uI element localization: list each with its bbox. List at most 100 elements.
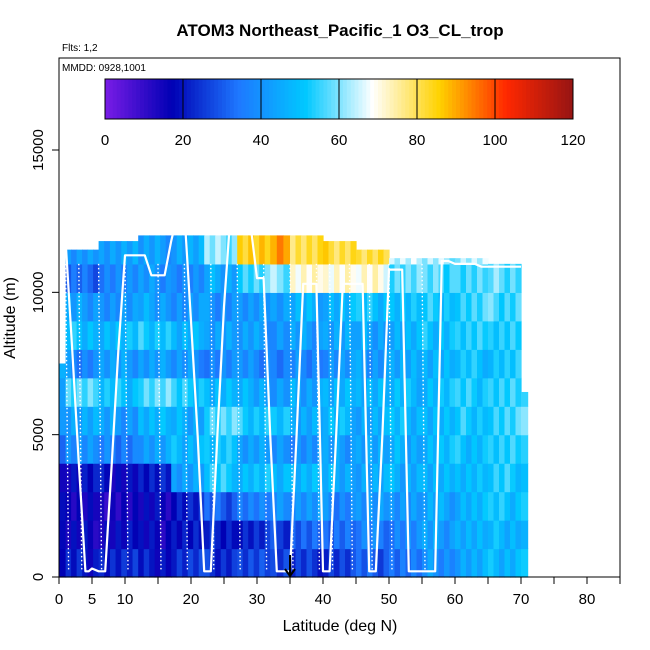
heat-cell (283, 377, 291, 407)
heat-cell (515, 349, 522, 379)
heat-cell (176, 263, 183, 293)
heat-cell (248, 548, 255, 578)
heat-cell (109, 263, 117, 293)
heat-cell (253, 377, 260, 407)
heat-cell (104, 292, 111, 322)
colorbar-swatch (452, 79, 457, 119)
heat-cell (427, 263, 434, 293)
heat-cell (149, 235, 156, 265)
heat-cell (87, 520, 94, 550)
heat-cell (121, 463, 128, 493)
colorbar-swatch (374, 79, 379, 119)
colorbar-swatch (155, 79, 161, 119)
heat-cell (471, 377, 478, 407)
heat-cell (248, 235, 255, 265)
colorbar-swatch (342, 79, 348, 119)
heat-cell (231, 520, 238, 550)
heat-cell (231, 463, 238, 493)
heat-cell (488, 320, 495, 350)
heat-cell (149, 548, 156, 578)
heat-cell (132, 349, 139, 379)
heat-cell (515, 463, 522, 493)
heat-cell (345, 520, 352, 550)
heat-cell (215, 548, 222, 578)
heat-cell (416, 377, 423, 407)
colorbar-swatch (300, 79, 305, 119)
heat-cell (149, 491, 156, 521)
heat-cell (378, 349, 385, 379)
colorbar-swatch (526, 79, 531, 119)
heat-cell (499, 320, 506, 350)
heat-cell (98, 406, 105, 436)
heat-cell (350, 434, 357, 464)
heat-cell (193, 292, 200, 322)
heat-cell (248, 377, 255, 407)
heat-cell (323, 520, 330, 550)
heat-cell (248, 349, 255, 379)
colorbar-swatch (241, 79, 246, 119)
heat-cell (367, 434, 374, 464)
colorbar-swatch (233, 79, 239, 119)
heat-cell (521, 520, 529, 550)
heat-cell (204, 463, 211, 493)
heat-cell (93, 377, 100, 407)
heat-cell (504, 434, 511, 464)
heat-cell (405, 491, 412, 521)
heat-cell (455, 320, 462, 350)
heat-cell (449, 292, 456, 322)
heat-cell (193, 235, 200, 265)
heat-cell (482, 292, 489, 322)
heat-cell (504, 377, 511, 407)
heat-cell (165, 520, 172, 550)
heat-cell (220, 235, 227, 265)
heat-cell (231, 377, 238, 407)
heat-cell (143, 520, 150, 550)
heat-cell (165, 406, 172, 436)
heat-cell (93, 349, 100, 379)
heat-cell (356, 463, 363, 493)
heat-cell (361, 548, 368, 578)
y-tick-label: 0 (30, 573, 47, 581)
heat-cell (306, 520, 313, 550)
heat-cell (187, 349, 194, 379)
heat-cell (115, 241, 122, 265)
heat-cell (383, 349, 390, 379)
heat-cell (301, 320, 308, 350)
colorbar-tick-label: 80 (409, 132, 426, 149)
heat-cell (510, 349, 517, 379)
heat-cell (323, 320, 330, 350)
colorbar-swatch (436, 79, 441, 119)
heat-cell (171, 349, 178, 379)
heat-cell (220, 263, 227, 293)
heat-cell (176, 349, 183, 379)
heat-cell (193, 520, 200, 550)
heat-cell (171, 320, 178, 350)
heat-cell (109, 463, 117, 493)
heat-cell (270, 292, 278, 322)
heat-cell (317, 235, 324, 265)
heat-cell (378, 520, 385, 550)
heat-cell (471, 406, 478, 436)
heat-cell (334, 491, 341, 521)
heat-cell (301, 463, 308, 493)
heat-cell (339, 434, 346, 464)
heat-cell (367, 520, 374, 550)
heat-cell (521, 434, 529, 464)
flights-annotation: Flts: 1,2 (62, 43, 98, 54)
heat-cell (187, 377, 194, 407)
heat-cell (132, 263, 139, 293)
heat-cell (400, 377, 407, 407)
heat-cell (93, 520, 100, 550)
heat-cell (138, 292, 145, 322)
heat-cell (138, 320, 145, 350)
heat-cell (98, 292, 105, 322)
heat-cell (416, 520, 423, 550)
heat-cell (482, 434, 489, 464)
heat-cell (482, 377, 489, 407)
heat-cell (389, 349, 396, 379)
heat-cell (182, 349, 189, 379)
heat-cell (328, 292, 335, 322)
heat-cell (82, 463, 89, 493)
heat-cell (171, 263, 178, 293)
x-tick-label: 40 (315, 591, 332, 608)
